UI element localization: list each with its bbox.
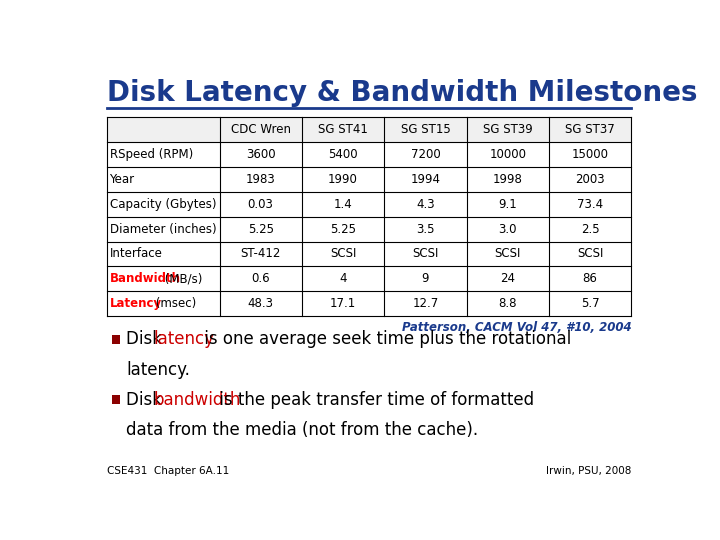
Text: 4.3: 4.3 (416, 198, 435, 211)
Text: 15000: 15000 (572, 148, 608, 161)
Text: 17.1: 17.1 (330, 298, 356, 310)
Text: 1990: 1990 (328, 173, 358, 186)
Text: ST-412: ST-412 (240, 247, 281, 260)
Text: Year: Year (109, 173, 135, 186)
Text: SG ST15: SG ST15 (400, 123, 450, 136)
Text: SCSI: SCSI (412, 247, 438, 260)
FancyBboxPatch shape (107, 117, 631, 141)
Text: is the peak transfer time of formatted: is the peak transfer time of formatted (215, 390, 534, 409)
Text: 3.0: 3.0 (498, 222, 517, 235)
Text: 48.3: 48.3 (248, 298, 274, 310)
Text: 7200: 7200 (410, 148, 440, 161)
FancyBboxPatch shape (112, 395, 120, 404)
Text: latency.: latency. (126, 361, 190, 379)
Text: Irwin, PSU, 2008: Irwin, PSU, 2008 (546, 465, 631, 476)
Text: (msec): (msec) (152, 298, 196, 310)
Text: 5.25: 5.25 (248, 222, 274, 235)
Text: Patterson, CACM Vol 47, #10, 2004: Patterson, CACM Vol 47, #10, 2004 (402, 321, 631, 334)
Text: 5400: 5400 (328, 148, 358, 161)
Text: 9: 9 (422, 273, 429, 286)
Text: 86: 86 (582, 273, 598, 286)
Text: 2003: 2003 (575, 173, 605, 186)
Text: 1.4: 1.4 (333, 198, 352, 211)
Text: 10000: 10000 (489, 148, 526, 161)
Text: SCSI: SCSI (577, 247, 603, 260)
Text: 1983: 1983 (246, 173, 276, 186)
Text: RSpeed (RPM): RSpeed (RPM) (109, 148, 193, 161)
Text: bandwidth: bandwidth (153, 390, 241, 409)
Text: SG ST37: SG ST37 (565, 123, 615, 136)
Text: 0.6: 0.6 (251, 273, 270, 286)
Text: CDC Wren: CDC Wren (230, 123, 291, 136)
Text: 73.4: 73.4 (577, 198, 603, 211)
Text: is one average seek time plus the rotational: is one average seek time plus the rotati… (199, 330, 572, 348)
Text: Disk: Disk (126, 390, 168, 409)
Text: 1998: 1998 (492, 173, 523, 186)
Text: 8.8: 8.8 (498, 298, 517, 310)
Text: CSE431  Chapter 6A.11: CSE431 Chapter 6A.11 (107, 465, 229, 476)
Text: 1994: 1994 (410, 173, 441, 186)
Text: 4: 4 (339, 273, 347, 286)
Text: (MB/s): (MB/s) (161, 273, 203, 286)
Text: SG ST41: SG ST41 (318, 123, 368, 136)
Text: 3600: 3600 (246, 148, 276, 161)
Text: Disk: Disk (126, 330, 168, 348)
Text: Disk Latency & Bandwidth Milestones: Disk Latency & Bandwidth Milestones (107, 79, 697, 107)
Text: SCSI: SCSI (330, 247, 356, 260)
FancyBboxPatch shape (112, 335, 120, 344)
Text: Capacity (Gbytes): Capacity (Gbytes) (109, 198, 216, 211)
Text: 12.7: 12.7 (413, 298, 438, 310)
Text: 3.5: 3.5 (416, 222, 435, 235)
Text: SG ST39: SG ST39 (483, 123, 533, 136)
Text: 24: 24 (500, 273, 516, 286)
Text: 9.1: 9.1 (498, 198, 517, 211)
Text: Diameter (inches): Diameter (inches) (109, 222, 216, 235)
Text: 5.7: 5.7 (581, 298, 599, 310)
Text: 2.5: 2.5 (581, 222, 599, 235)
Text: 5.25: 5.25 (330, 222, 356, 235)
Text: latency: latency (153, 330, 215, 348)
Text: data from the media (not from the cache).: data from the media (not from the cache)… (126, 421, 478, 439)
Text: Bandwidth: Bandwidth (109, 273, 181, 286)
Text: Interface: Interface (109, 247, 163, 260)
Text: SCSI: SCSI (495, 247, 521, 260)
Text: 0.03: 0.03 (248, 198, 274, 211)
Text: Latency: Latency (109, 298, 162, 310)
